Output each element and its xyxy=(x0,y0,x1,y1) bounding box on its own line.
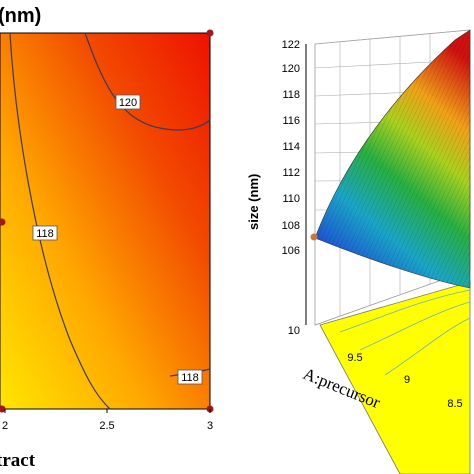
contour-x-tick: 2 xyxy=(2,420,8,432)
y-tick: 9 xyxy=(404,374,410,386)
surface-floor xyxy=(319,281,471,474)
contour-frame xyxy=(0,32,211,410)
y-tick: 10 xyxy=(288,325,300,337)
y-tick: 8.5 xyxy=(447,398,462,410)
floor-contours xyxy=(339,289,471,376)
contour-label-3: 118 xyxy=(181,372,199,384)
contour-x-tick: 2.5 xyxy=(99,420,114,432)
contour-title: (nm) xyxy=(0,5,41,27)
contour-plot-area xyxy=(0,33,210,409)
z-tick: 108 xyxy=(282,220,300,232)
contour-x-tick: 3 xyxy=(207,420,213,432)
z-tick: 114 xyxy=(282,141,300,153)
contour-label-box-3 xyxy=(177,369,203,385)
z-tick: 112 xyxy=(282,167,300,179)
z-axis-label: size (nm) xyxy=(246,174,261,230)
z-tick: 106 xyxy=(282,245,300,257)
design-point xyxy=(0,405,6,413)
design-point xyxy=(0,218,6,226)
contour-x-label: tract xyxy=(0,450,36,471)
z-tick: 118 xyxy=(282,89,300,101)
contour-label-1: 120 xyxy=(119,97,137,109)
y-tick: 9.5 xyxy=(347,352,362,364)
contour-line-118-left xyxy=(9,32,111,410)
design-point xyxy=(310,233,318,241)
z-tick: 120 xyxy=(282,63,300,75)
z-tick: 116 xyxy=(282,115,300,127)
z-tick: 122 xyxy=(282,39,300,51)
z-tick: 110 xyxy=(282,193,300,205)
design-point xyxy=(206,29,214,37)
contour-label-box-2 xyxy=(32,225,58,241)
contour-line-120 xyxy=(84,32,211,131)
contour-label-box-1 xyxy=(115,94,141,110)
contour-label-2: 118 xyxy=(36,228,54,240)
z-ticks: 106 108 110 112 114 116 118 120 122 xyxy=(282,39,300,257)
